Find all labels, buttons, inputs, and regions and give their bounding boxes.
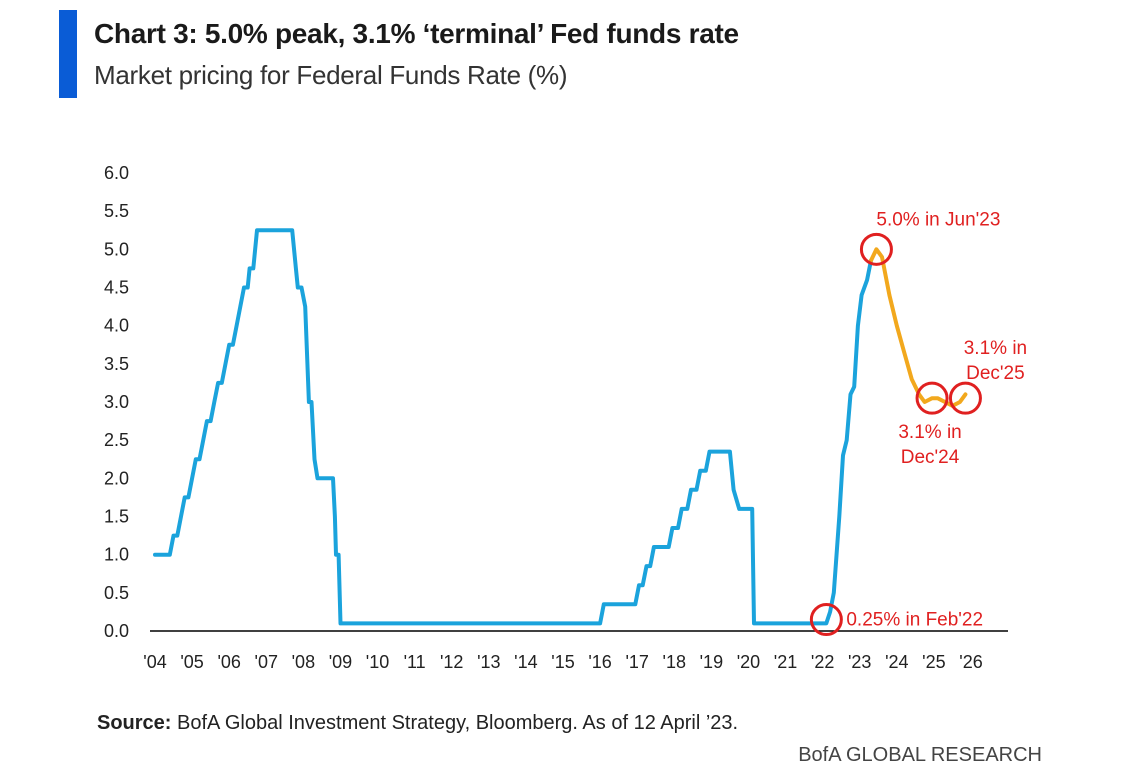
- y-tick-label: 0.5: [104, 583, 129, 603]
- x-tick-label: '10: [366, 652, 389, 672]
- y-tick-label: 4.0: [104, 316, 129, 336]
- x-tick-label: '24: [885, 652, 908, 672]
- y-tick-label: 2.0: [104, 468, 129, 488]
- x-tick-label: '05: [180, 652, 203, 672]
- dec25-annotation-label: Dec'25: [966, 363, 1025, 384]
- x-tick-label: '04: [143, 652, 166, 672]
- x-tick-label: '14: [514, 652, 537, 672]
- projected-rate-line: [868, 247, 968, 408]
- x-tick-label: '12: [440, 652, 463, 672]
- x-tick-label: '25: [922, 652, 945, 672]
- x-tick-label: '26: [959, 652, 982, 672]
- dec24-annotation-label: Dec'24: [901, 447, 960, 468]
- source-note: Source: BofA Global Investment Strategy,…: [97, 712, 738, 735]
- y-tick-label: 4.5: [104, 278, 129, 298]
- x-tick-label: '19: [700, 652, 723, 672]
- title-accent-bar: [59, 10, 77, 98]
- y-tick-label: 3.5: [104, 354, 129, 374]
- x-tick-label: '09: [329, 652, 352, 672]
- peak-annotation-label: 5.0% in Jun'23: [876, 209, 1000, 230]
- peak-annotation-circle: [859, 232, 893, 266]
- y-tick-label: 5.0: [104, 239, 129, 259]
- dec25-annotation-circle: [948, 381, 982, 415]
- x-tick-label: '11: [404, 652, 426, 672]
- x-tick-label: '22: [811, 652, 834, 672]
- x-tick-label: '20: [737, 652, 760, 672]
- brand-footer: BofA GLOBAL RESEARCH: [798, 744, 1042, 766]
- x-tick-label: '15: [551, 652, 574, 672]
- x-tick-label: '23: [848, 652, 871, 672]
- x-tick-label: '17: [625, 652, 648, 672]
- y-tick-label: 1.5: [104, 507, 129, 527]
- x-tick-label: '07: [255, 652, 278, 672]
- source-text: BofA Global Investment Strategy, Bloombe…: [177, 712, 739, 734]
- y-tick-label: 2.5: [104, 430, 129, 450]
- y-tick-label: 6.0: [104, 163, 129, 183]
- x-tick-label: '18: [663, 652, 686, 672]
- y-tick-label: 0.0: [104, 621, 129, 641]
- x-tick-label: '21: [774, 652, 797, 672]
- dec24-annotation-label: 3.1% in: [898, 422, 961, 443]
- dec24-annotation-circle: [915, 381, 949, 415]
- source-label: Source:: [97, 712, 172, 734]
- x-tick-label: '13: [477, 652, 500, 672]
- y-tick-label: 3.0: [104, 392, 129, 412]
- x-tick-label: '06: [217, 652, 240, 672]
- chart-subtitle: Market pricing for Federal Funds Rate (%…: [94, 60, 568, 90]
- historical-rate-line: [153, 228, 873, 626]
- feb22-annotation-circle: [809, 603, 843, 637]
- x-tick-label: '16: [588, 652, 611, 672]
- y-tick-label: 5.5: [104, 201, 129, 221]
- chart-title: Chart 3: 5.0% peak, 3.1% ‘terminal’ Fed …: [94, 18, 739, 49]
- dec25-annotation-label: 3.1% in: [964, 338, 1027, 359]
- x-tick-label: '08: [292, 652, 315, 672]
- y-tick-label: 1.0: [104, 545, 129, 565]
- feb22-annotation-label: 0.25% in Feb'22: [846, 610, 983, 631]
